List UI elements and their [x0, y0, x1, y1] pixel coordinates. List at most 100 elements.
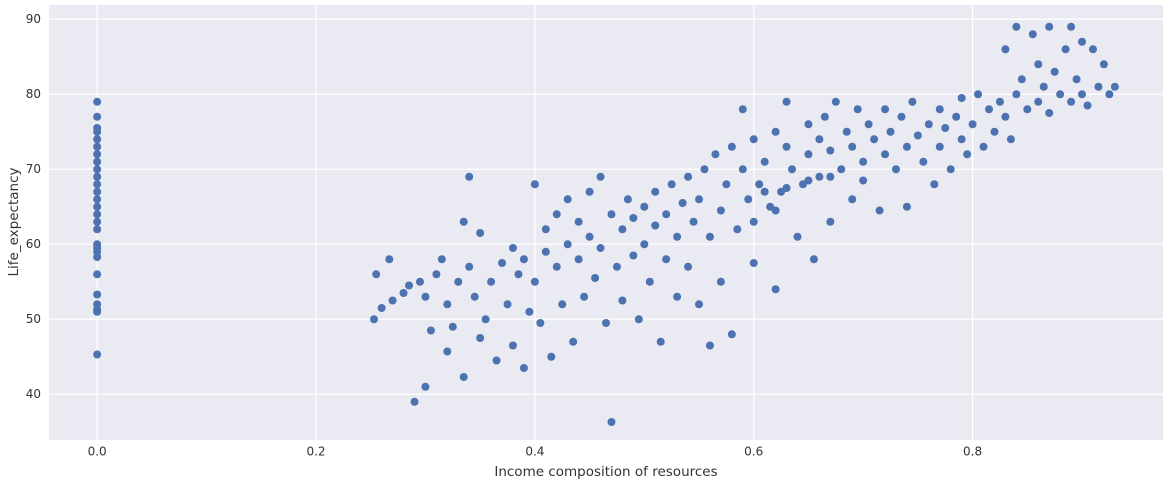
x-tick-label: 0.6: [744, 445, 763, 459]
point: [990, 127, 999, 136]
point: [952, 112, 961, 121]
point: [1078, 37, 1087, 46]
y-tick-label: 40: [26, 387, 41, 401]
point: [684, 172, 693, 181]
point: [727, 330, 736, 339]
point: [848, 195, 857, 204]
point: [93, 157, 102, 166]
point: [629, 251, 638, 260]
point: [771, 127, 780, 136]
point: [93, 135, 102, 144]
y-axis-title: Life_expectancy: [6, 168, 22, 277]
x-tick-label: 0.8: [963, 445, 982, 459]
point: [771, 206, 780, 215]
point: [744, 195, 753, 204]
point: [963, 150, 972, 159]
point: [591, 274, 600, 282]
point: [1034, 60, 1043, 69]
point: [716, 277, 725, 286]
point: [859, 157, 868, 166]
point: [459, 373, 468, 381]
point: [432, 270, 441, 279]
point: [1050, 67, 1059, 76]
point: [957, 94, 966, 102]
point: [519, 255, 528, 264]
point: [1006, 135, 1015, 144]
point: [722, 180, 731, 189]
point: [968, 120, 977, 129]
point: [93, 150, 102, 159]
point: [443, 347, 452, 356]
point: [93, 124, 102, 132]
point: [640, 202, 649, 211]
point: [695, 300, 704, 309]
point: [842, 127, 851, 136]
point: [93, 217, 102, 226]
point: [782, 142, 791, 151]
point: [93, 180, 102, 189]
point: [1067, 97, 1076, 106]
point: [782, 97, 791, 106]
point: [853, 105, 862, 114]
point: [760, 187, 769, 196]
x-tick-label: 0.0: [88, 445, 107, 459]
point: [716, 206, 725, 215]
point: [1012, 90, 1021, 99]
point: [678, 199, 687, 207]
y-tick-label: 60: [26, 237, 41, 251]
point: [749, 135, 758, 144]
point: [782, 184, 791, 192]
point: [656, 337, 665, 346]
point: [492, 356, 501, 365]
point: [541, 247, 550, 256]
point: [1078, 90, 1087, 99]
point: [908, 97, 917, 106]
point: [645, 277, 654, 286]
point: [886, 127, 895, 136]
point: [385, 255, 394, 264]
point: [760, 157, 769, 166]
point: [837, 165, 846, 174]
point: [870, 135, 879, 144]
point: [771, 285, 780, 294]
point: [913, 131, 922, 140]
point: [93, 195, 102, 204]
point: [618, 296, 627, 305]
point: [826, 217, 835, 226]
x-tick-label: 0.2: [306, 445, 325, 459]
x-axis-title: Income composition of resources: [494, 464, 717, 480]
point: [1083, 101, 1092, 110]
point: [405, 281, 414, 290]
point: [93, 225, 102, 234]
point: [623, 195, 632, 204]
point: [705, 232, 714, 241]
point: [1105, 90, 1114, 99]
point: [979, 142, 988, 151]
point: [897, 112, 906, 121]
point: [815, 172, 824, 181]
point: [749, 259, 758, 267]
point: [875, 206, 884, 215]
point: [662, 210, 671, 219]
point: [93, 240, 102, 249]
point: [93, 97, 102, 106]
point: [93, 270, 102, 279]
point: [93, 172, 102, 181]
point: [574, 255, 583, 264]
plot-area: [49, 5, 1163, 440]
point: [684, 262, 693, 271]
point: [93, 187, 102, 196]
point: [607, 210, 616, 219]
point: [935, 105, 944, 114]
point: [481, 315, 490, 324]
point: [902, 202, 911, 211]
point: [410, 397, 419, 406]
point: [399, 289, 408, 297]
point: [596, 172, 605, 181]
point: [891, 165, 900, 174]
point: [612, 262, 621, 271]
point: [826, 146, 835, 155]
point: [421, 382, 430, 391]
point: [1061, 45, 1070, 54]
